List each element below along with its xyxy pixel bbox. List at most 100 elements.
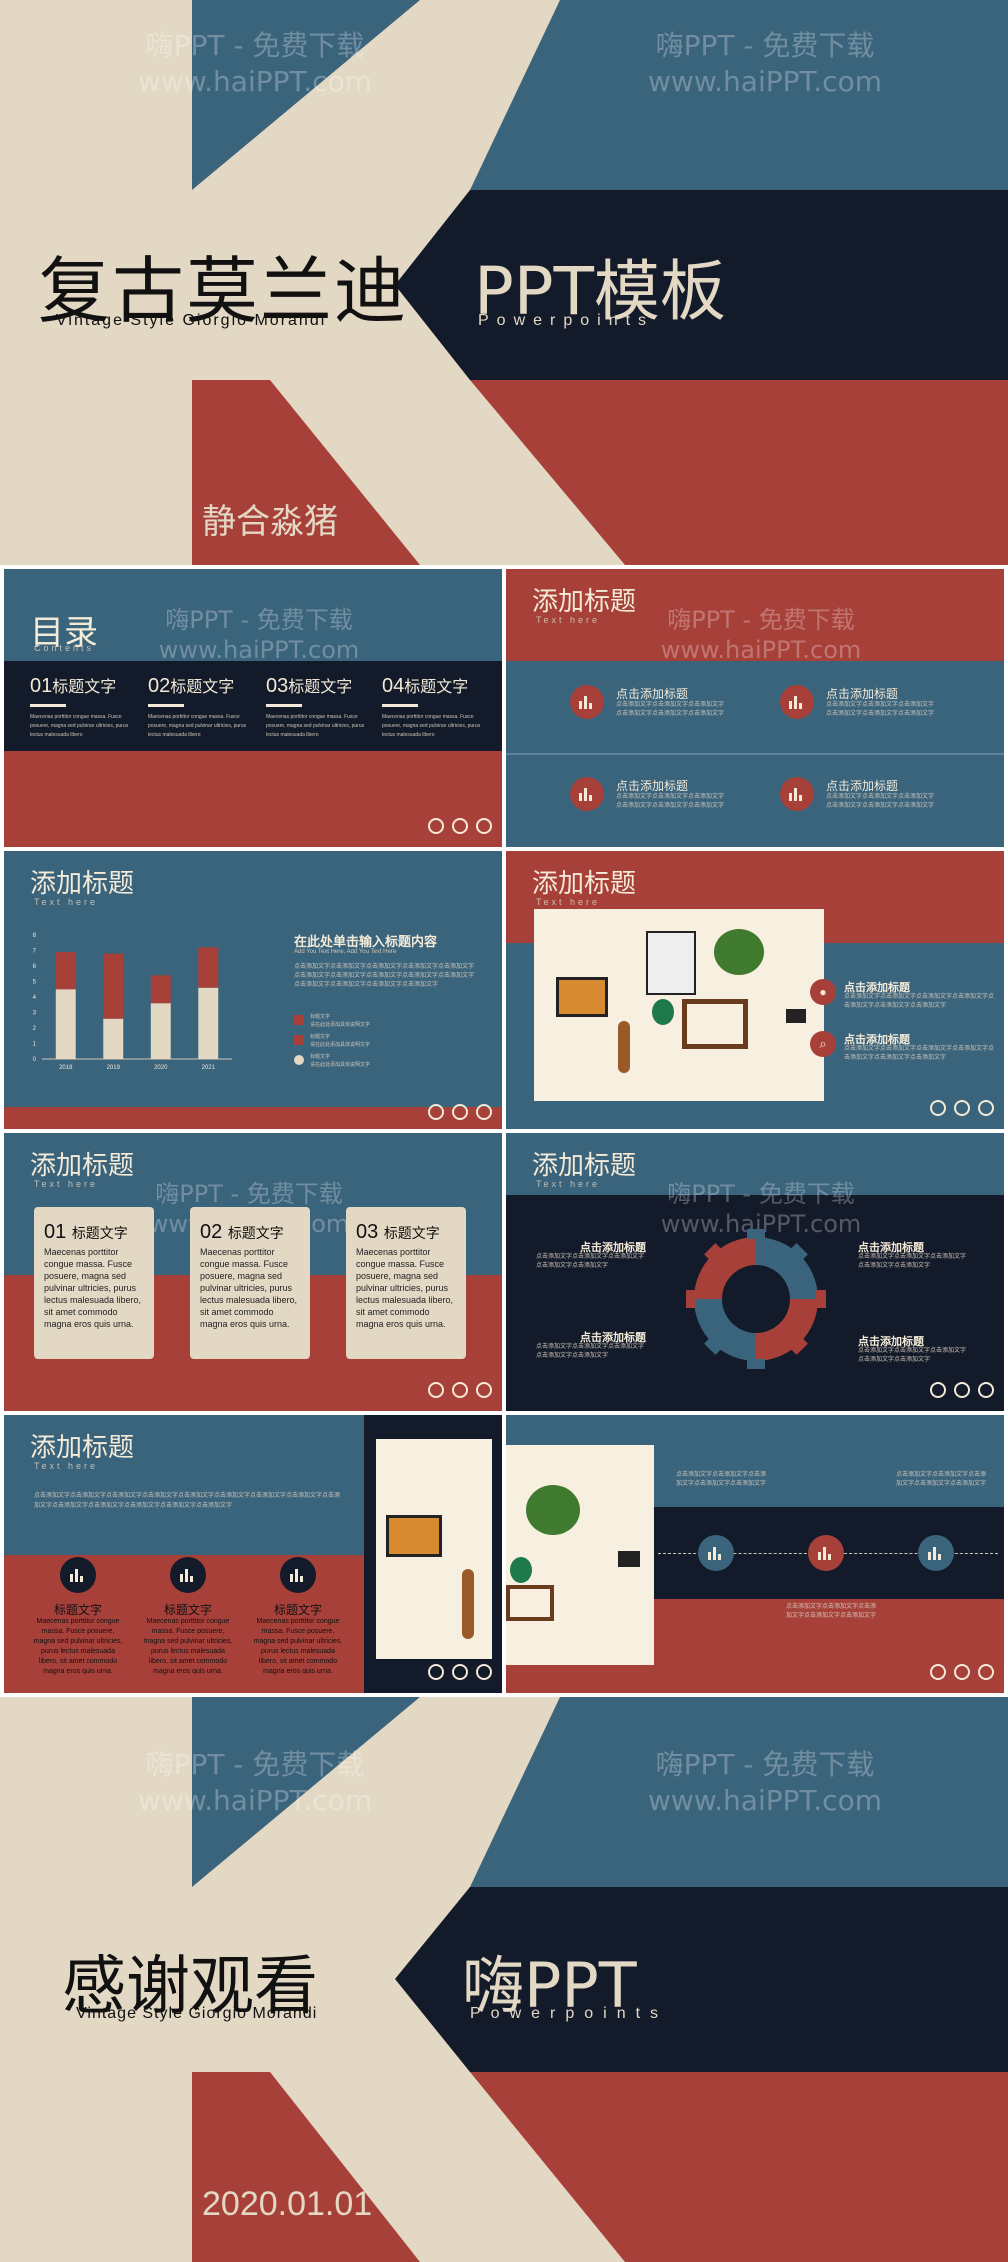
gear-label-top-left[interactable]: 点击添加标题 xyxy=(580,1242,646,1254)
chart-icon xyxy=(780,777,814,811)
search-icon: ⌕ xyxy=(810,1031,836,1057)
icon-item-1-label[interactable]: 标题文字 xyxy=(53,1603,102,1617)
slide-title: 添加标题 xyxy=(30,1151,135,1181)
framed-picture xyxy=(386,1515,442,1557)
slide-title: 添加标题 xyxy=(532,587,637,617)
ending-title: 感谢观看 xyxy=(62,1950,318,2024)
y-tick-label: 4 xyxy=(33,995,37,1001)
slide-nav-dots[interactable] xyxy=(922,1664,994,1685)
gear-label-bottom-right[interactable]: 点击添加标题 xyxy=(858,1336,924,1348)
slide-subtitle: Text here xyxy=(34,897,99,907)
cover-shapes xyxy=(192,0,1008,565)
info-card-3[interactable]: 03 标题文字 Maecenas porttitor congue massa.… xyxy=(346,1207,466,1359)
slide-nav-dots[interactable] xyxy=(420,1382,492,1403)
info-card-1[interactable]: 01 标题文字 Maecenas porttitor congue massa.… xyxy=(34,1207,154,1359)
y-tick-label: 3 xyxy=(33,1011,37,1017)
wooden-mask xyxy=(462,1569,474,1639)
slide-nav-dots[interactable] xyxy=(420,818,492,839)
vase xyxy=(510,1557,532,1583)
bar-segment xyxy=(55,952,76,990)
slide-subtitle: Text here xyxy=(536,615,601,625)
plant xyxy=(714,929,764,975)
toc-slide: 嗨PPT - 免费下载 www.haiPPT.com 目录 Contents 01… xyxy=(4,569,502,847)
decor-photo xyxy=(376,1439,492,1659)
feature-heading-3[interactable]: 点击添加标题 xyxy=(616,779,689,793)
gear-slide: 嗨PPT - 免费下载 www.haiPPT.com 添加标题 Text here… xyxy=(506,1133,1004,1411)
icons-slide: 添加标题 Text here 点击添加文字点击添加文字点击添加文字点击添加文字点… xyxy=(4,1415,502,1693)
feature-text-1: 点击添加文字点击添加文字点击添加文字点击添加文字点击添加文字点击添加文字 xyxy=(616,702,725,717)
intro-text: 点击添加文字点击添加文字点击添加文字点击添加文字点击添加文字点击添加文字点击添加… xyxy=(34,1493,341,1509)
cover-author: 静合淼猪 xyxy=(202,502,338,542)
cover-subtitle: Vintage Style Giorgio Morandi xyxy=(56,312,327,329)
ending-slide: 嗨PPT - 免费下载 www.haiPPT.com 嗨PPT - 免费下载 www… xyxy=(0,1697,1008,2262)
bar-segment xyxy=(150,975,171,1004)
photo-slide: 添加标题 Text here ● 点击添加标题 点击添加文字点击添加文字点击添加… xyxy=(506,851,1004,1129)
legend-marker-red xyxy=(294,1035,304,1045)
cover-powerpoints: Powerpoints xyxy=(478,312,655,329)
slide-nav-dots[interactable] xyxy=(420,1664,492,1685)
y-tick-label: 7 xyxy=(33,949,37,955)
gear-label-top-right[interactable]: 点击添加标题 xyxy=(858,1242,924,1254)
camera xyxy=(618,1551,640,1567)
x-tick-label: 2021 xyxy=(202,1065,216,1071)
info-card-2[interactable]: 02 标题文字 Maecenas porttitor congue massa.… xyxy=(190,1207,310,1359)
watermark-right: 嗨PPT - 免费下载 www.haiPPT.com xyxy=(648,1748,882,1817)
icon-item-3-label[interactable]: 标题文字 xyxy=(273,1603,322,1617)
wall-shelf xyxy=(506,1585,554,1621)
features-slide: 嗨PPT - 免费下载 www.haiPPT.com 添加标题 Text here… xyxy=(506,569,1004,847)
slide-title: 添加标题 xyxy=(532,1151,637,1181)
vase xyxy=(652,999,674,1025)
stacked-bar-chart: 0 1 2 3 4 5 6 7 8 2018 2019 2020 2021 xyxy=(33,933,232,1071)
feature-text-3: 点击添加文字点击添加文字点击添加文字点击添加文字点击添加文字点击添加文字 xyxy=(616,794,725,809)
chart-icon[interactable] xyxy=(698,1535,734,1571)
bar-segment xyxy=(150,1003,171,1059)
bar-segment xyxy=(103,953,124,1019)
y-tick-label: 8 xyxy=(33,933,37,939)
x-tick-label: 2020 xyxy=(154,1065,168,1071)
y-tick-label: 2 xyxy=(33,1026,37,1032)
toc-item-2[interactable]: 02标题文字 Maecenas porttitor congue massa. … xyxy=(148,675,247,738)
feature-heading-1[interactable]: 点击添加标题 xyxy=(616,687,689,701)
toc-item-1[interactable]: 01标题文字 Maecenas porttitor congue massa. … xyxy=(30,675,129,738)
chart-icon[interactable] xyxy=(808,1535,844,1571)
timeline-slide: 点击添加文字点击添加文字点击添加文字点击添加文字点击添加文字 点击添加文字点击添… xyxy=(506,1415,1004,1693)
bar-segment xyxy=(198,947,219,988)
y-tick-label: 1 xyxy=(33,1042,37,1048)
photo-item-1-title[interactable]: 点击添加标题 xyxy=(844,982,910,994)
slide-nav-dots[interactable] xyxy=(922,1382,994,1403)
slide-nav-dots[interactable] xyxy=(420,1104,492,1125)
feature-text-2: 点击添加文字点击添加文字点击添加文字点击添加文字点击添加文字点击添加文字 xyxy=(826,702,935,717)
chart-subheading: Add You Text Here, Add You Text Here xyxy=(294,949,397,955)
gear-label-bottom-left[interactable]: 点击添加标题 xyxy=(580,1332,646,1344)
ending-subtitle: Vintage Style Giorgio Morandi xyxy=(76,2005,318,2022)
feature-text-4: 点击添加文字点击添加文字点击添加文字点击添加文字点击添加文字点击添加文字 xyxy=(826,794,935,809)
feature-heading-2[interactable]: 点击添加标题 xyxy=(826,687,899,701)
framed-plant-picture xyxy=(646,931,696,995)
slide-title: 添加标题 xyxy=(532,869,637,899)
chart-icon[interactable] xyxy=(918,1535,954,1571)
plant xyxy=(526,1485,580,1535)
photo-item-2-title[interactable]: 点击添加标题 xyxy=(844,1034,910,1046)
slide-subtitle: Text here xyxy=(536,1179,601,1189)
slide-subtitle: Text here xyxy=(34,1179,99,1189)
framed-picture xyxy=(556,977,608,1017)
slide-title: 添加标题 xyxy=(30,869,135,899)
y-tick-label: 0 xyxy=(33,1057,37,1063)
cover-ppt-title: PPT模板 xyxy=(474,253,726,330)
toc-item-4[interactable]: 04标题文字 Maecenas porttitor congue massa. … xyxy=(382,675,481,738)
chart-slide: 添加标题 Text here 0 1 2 3 4 5 6 7 8 2018 2019 2020 2021… xyxy=(4,851,502,1129)
watermark-left: 嗨PPT - 免费下载 www.haiPPT.com xyxy=(138,29,372,98)
toc-item-3[interactable]: 03标题文字 Maecenas porttitor congue massa. … xyxy=(266,675,365,738)
icon-item-2-label[interactable]: 标题文字 xyxy=(163,1603,212,1617)
chart-icon xyxy=(570,777,604,811)
slide-nav-dots[interactable] xyxy=(922,1100,994,1121)
legend-marker-red xyxy=(294,1015,304,1025)
slide-title: 添加标题 xyxy=(30,1433,135,1463)
x-tick-label: 2018 xyxy=(59,1065,73,1071)
feature-heading-4[interactable]: 点击添加标题 xyxy=(826,779,899,793)
